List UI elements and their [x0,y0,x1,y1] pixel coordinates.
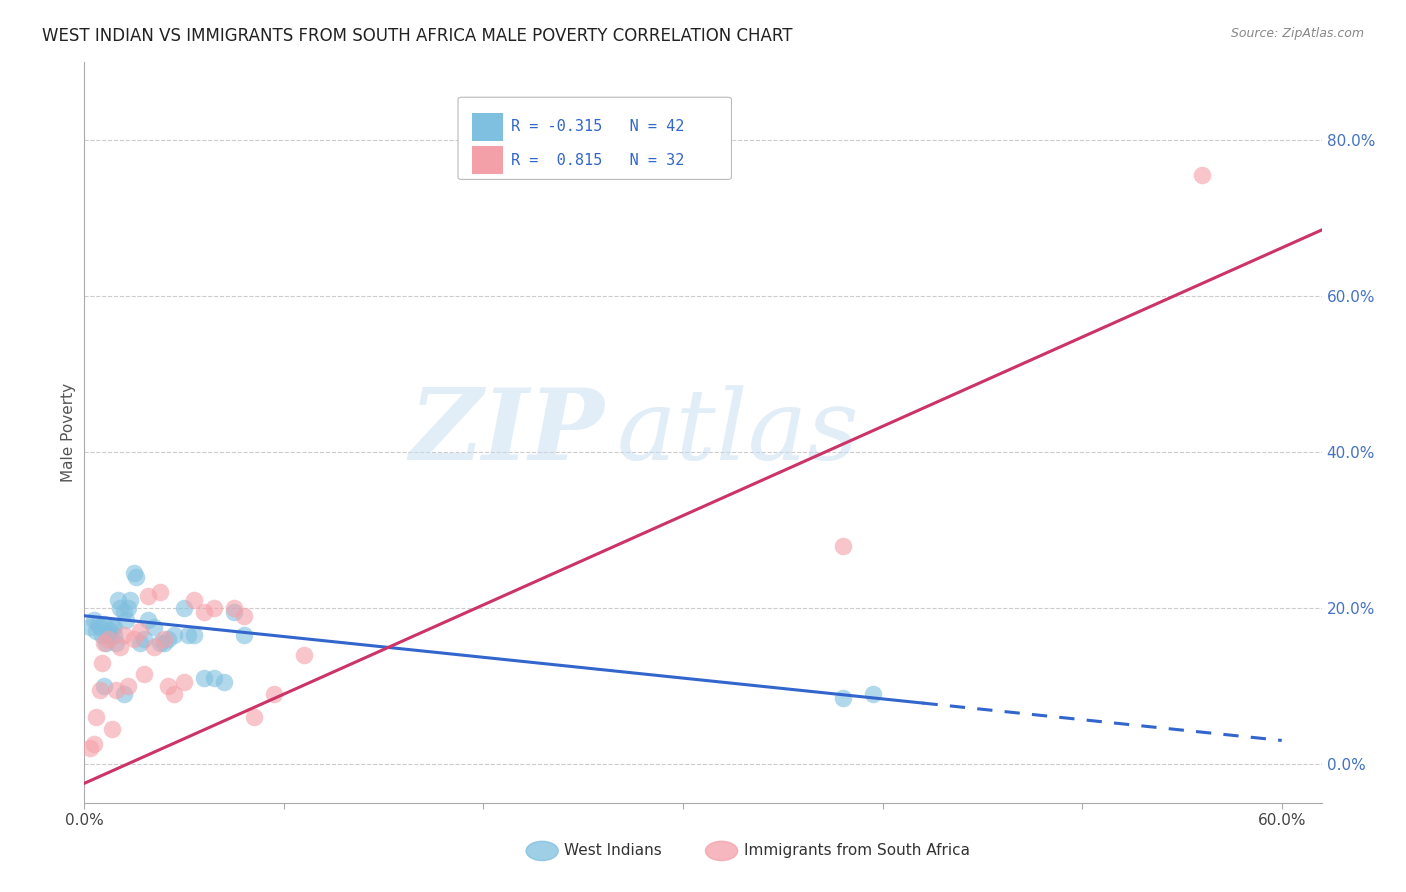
Point [831,690,853,705]
Point [101,722,124,736]
Point [83,613,105,627]
Point [222,601,245,615]
Text: West Indians: West Indians [564,844,662,858]
Text: atlas: atlas [616,385,859,480]
Point [79,741,101,756]
Point [134,667,156,681]
Point [129,636,152,650]
Point [129,624,152,639]
Point [163,628,186,642]
FancyBboxPatch shape [471,146,502,174]
Point [112,687,135,701]
Point [149,585,172,599]
Text: ZIP: ZIP [409,384,605,481]
Point [87,616,110,631]
Point [122,632,145,647]
Text: Immigrants from South Africa: Immigrants from South Africa [744,844,970,858]
Point [157,679,180,693]
Point [103,620,125,634]
Point [143,640,166,654]
Point [79,620,101,634]
Point [143,620,166,634]
Point [86,624,108,639]
Point [110,601,132,615]
Point [117,601,139,615]
Point [93,636,115,650]
Point [83,737,105,751]
Point [86,710,108,724]
Circle shape [526,841,558,861]
Point [136,613,159,627]
Point [233,628,256,642]
Point [120,593,142,607]
Text: Source: ZipAtlas.com: Source: ZipAtlas.com [1230,27,1364,40]
Point [222,605,245,619]
Point [98,624,121,639]
Point [101,620,124,634]
Point [105,682,128,697]
Y-axis label: Male Poverty: Male Poverty [60,383,76,483]
Point [202,671,225,685]
Text: R =  0.815   N = 32: R = 0.815 N = 32 [512,153,685,168]
Point [149,636,172,650]
Point [93,616,115,631]
Point [183,593,205,607]
Point [163,687,186,701]
Point [157,632,180,647]
Text: R = -0.315   N = 42: R = -0.315 N = 42 [512,120,685,134]
Point [125,570,148,584]
Point [831,539,853,553]
Point [105,636,128,650]
Point [177,628,200,642]
FancyBboxPatch shape [458,97,731,179]
Text: WEST INDIAN VS IMMIGRANTS FROM SOUTH AFRICA MALE POVERTY CORRELATION CHART: WEST INDIAN VS IMMIGRANTS FROM SOUTH AFR… [42,27,793,45]
Point [233,608,256,623]
Point [183,628,205,642]
Point [115,613,138,627]
Point [292,648,315,662]
Point [153,632,176,647]
Point [96,636,118,650]
Point [112,628,135,642]
Point [117,679,139,693]
FancyBboxPatch shape [471,112,502,141]
Circle shape [706,841,738,861]
Point [136,589,159,603]
Point [862,687,884,701]
Point [89,682,111,697]
Point [97,628,120,642]
Point [93,679,115,693]
Point [173,601,195,615]
Point [91,628,114,642]
Point [243,710,266,724]
Point [97,632,120,647]
Point [91,656,114,670]
Point [193,671,215,685]
Point [173,675,195,690]
Point [263,687,285,701]
Point [153,636,176,650]
Point [107,593,129,607]
Point [193,605,215,619]
Point [202,601,225,615]
Point [212,675,235,690]
Point [122,566,145,580]
Point [103,628,125,642]
Point [110,640,132,654]
Point [89,620,111,634]
Point [134,632,156,647]
Point [1191,169,1213,183]
Point [112,605,135,619]
